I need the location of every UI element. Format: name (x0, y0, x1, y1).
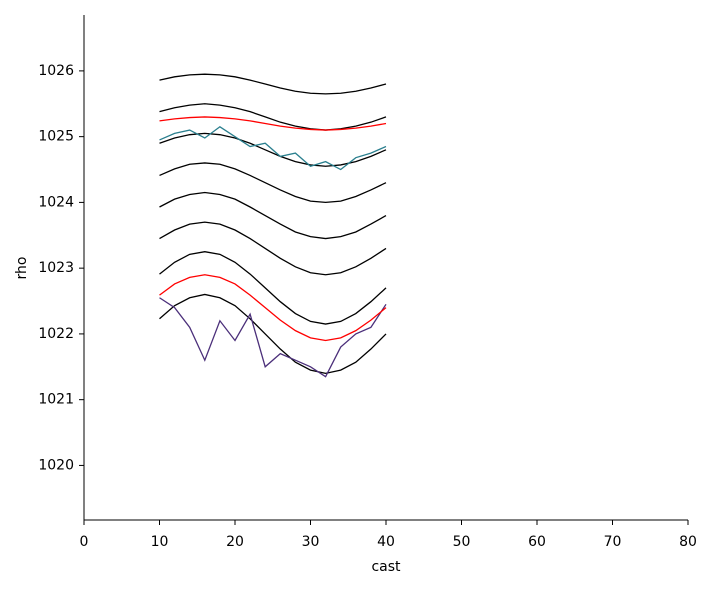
data-line (159, 103, 387, 131)
x-axis-label: cast (371, 559, 401, 575)
y-tick-label: 1021 (38, 392, 74, 408)
data-line (159, 274, 387, 342)
data-line (159, 251, 387, 325)
x-tick-label: 70 (604, 534, 622, 550)
y-axis-label: rho (14, 257, 30, 280)
x-tick-label: 50 (453, 534, 471, 550)
x-tick-label: 20 (226, 534, 244, 550)
data-line (159, 125, 387, 171)
data-line (159, 116, 387, 131)
y-tick-label: 1024 (38, 194, 74, 210)
data-line (159, 162, 387, 204)
y-tick-label: 1023 (38, 260, 74, 276)
x-tick-label: 0 (80, 534, 89, 550)
x-tick-label: 60 (528, 534, 546, 550)
y-tick-label: 1026 (38, 63, 74, 79)
y-tick-label: 1020 (38, 457, 74, 473)
y-tick-label: 1025 (38, 129, 74, 145)
data-line (159, 221, 387, 276)
y-tick-label: 1022 (38, 326, 74, 342)
data-line (159, 191, 387, 240)
x-tick-label: 30 (302, 534, 320, 550)
data-line (159, 293, 387, 375)
x-tick-label: 10 (151, 534, 169, 550)
data-line (159, 73, 387, 95)
x-tick-label: 80 (679, 534, 697, 550)
data-line (159, 297, 387, 378)
x-tick-label: 40 (377, 534, 395, 550)
